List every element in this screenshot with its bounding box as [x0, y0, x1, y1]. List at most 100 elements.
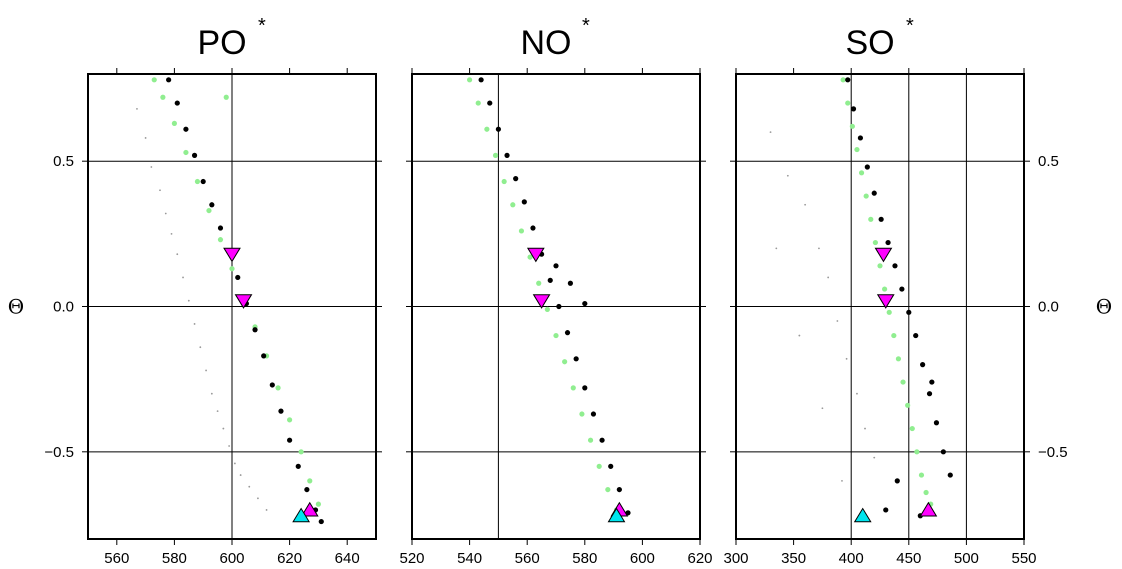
point-light-green: [562, 359, 568, 365]
point-black: [261, 353, 267, 359]
point-black: [304, 486, 310, 493]
point-light-green: [891, 332, 897, 339]
point-faint-samples: [257, 497, 259, 500]
point-black: [278, 408, 284, 414]
point-light-green: [160, 94, 166, 100]
point-black: [174, 100, 180, 106]
point-light-green: [845, 100, 851, 106]
y-tick-label: 0.5: [53, 153, 74, 170]
point-black: [295, 463, 301, 469]
panel-title-superscript: *: [258, 15, 266, 37]
point-faint-samples: [836, 320, 839, 322]
point-black: [940, 449, 946, 455]
point-light-green: [287, 417, 293, 423]
panel-title-superscript: *: [582, 15, 590, 37]
point-black: [885, 239, 891, 246]
point-black: [845, 77, 851, 83]
point-faint-samples: [150, 166, 153, 168]
point-black: [521, 199, 527, 205]
point-light-green: [206, 207, 212, 214]
point-faint-samples: [136, 107, 138, 110]
point-black: [318, 518, 324, 525]
point-faint-samples: [248, 485, 251, 488]
point-faint-samples: [182, 276, 184, 279]
point-light-green: [544, 306, 550, 313]
y-axis-label: Θ: [1096, 295, 1112, 319]
point-black: [933, 420, 940, 426]
point-faint-samples: [818, 247, 820, 250]
point-faint-samples: [841, 479, 843, 482]
point-faint-samples: [873, 456, 876, 459]
x-tick-label: 520: [399, 550, 424, 567]
point-light-green: [596, 463, 602, 469]
point-light-green: [229, 266, 235, 272]
point-light-green: [923, 489, 929, 496]
y-tick-label: −0.5: [1038, 444, 1068, 461]
point-faint-samples: [170, 232, 173, 235]
point-black: [582, 385, 588, 391]
marker-triangle-up: [853, 507, 872, 523]
point-faint-samples: [176, 253, 179, 256]
point-light-green: [194, 178, 201, 185]
point-light-green: [151, 77, 157, 83]
point-light-green: [570, 385, 576, 391]
marker-triangle-up: [607, 507, 626, 523]
x-tick-label: 350: [781, 550, 806, 567]
x-tick-label: 300: [723, 550, 748, 567]
point-light-green: [863, 193, 869, 199]
point-black: [191, 152, 198, 158]
marker-triangle-down: [532, 294, 551, 309]
point-light-green: [217, 237, 224, 243]
marker-triangle-down: [874, 247, 893, 263]
point-light-green: [872, 239, 878, 246]
point-light-green: [918, 472, 925, 478]
point-black: [894, 478, 900, 484]
point-faint-samples: [233, 462, 236, 465]
point-black: [252, 327, 258, 333]
point-black: [850, 106, 857, 112]
x-tick-label: 600: [630, 550, 655, 567]
point-black: [287, 437, 293, 443]
point-light-green: [492, 152, 499, 158]
point-black: [556, 303, 562, 310]
panel-title: SO: [845, 24, 894, 62]
point-black: [883, 507, 889, 513]
point-light-green: [484, 126, 490, 132]
point-faint-samples: [786, 174, 789, 177]
point-black: [567, 280, 574, 286]
point-faint-samples: [228, 445, 231, 447]
point-black: [183, 126, 189, 132]
data-layer: [136, 77, 324, 525]
point-black: [906, 309, 912, 315]
point-faint-samples: [159, 189, 161, 192]
point-black: [217, 225, 224, 231]
point-light-green: [868, 216, 874, 222]
point-light-green: [518, 228, 525, 234]
marker-triangle-down: [876, 294, 895, 309]
x-tick-label: 580: [572, 550, 597, 567]
point-faint-samples: [144, 137, 147, 139]
panel-1: PO * 560 580 600 620 640 −0.5 0.0 0.5 Θ: [8, 15, 382, 567]
point-light-green: [183, 149, 189, 156]
point-black: [582, 300, 588, 307]
point-light-green: [877, 263, 883, 269]
point-black: [235, 274, 241, 281]
point-light-green: [909, 425, 915, 432]
point-faint-samples: [845, 357, 848, 360]
x-tick-label: 540: [457, 550, 482, 567]
panel-3: SO * 300 350 400 450 500 550 −0.5 0.0 0.5 Θ: [723, 15, 1112, 567]
x-tick-label: 620: [277, 550, 302, 567]
point-black: [926, 391, 933, 397]
point-black: [200, 178, 206, 185]
marker-triangle-up: [300, 501, 319, 517]
x-tick-label: 560: [515, 550, 540, 567]
point-black: [564, 330, 571, 336]
point-black: [547, 277, 553, 283]
point-faint-samples: [199, 346, 202, 349]
point-light-green: [467, 77, 473, 83]
point-black: [892, 263, 898, 269]
x-tick-label: 600: [219, 550, 244, 567]
point-faint-samples: [821, 407, 824, 410]
point-black: [929, 379, 935, 385]
point-black: [947, 472, 953, 478]
